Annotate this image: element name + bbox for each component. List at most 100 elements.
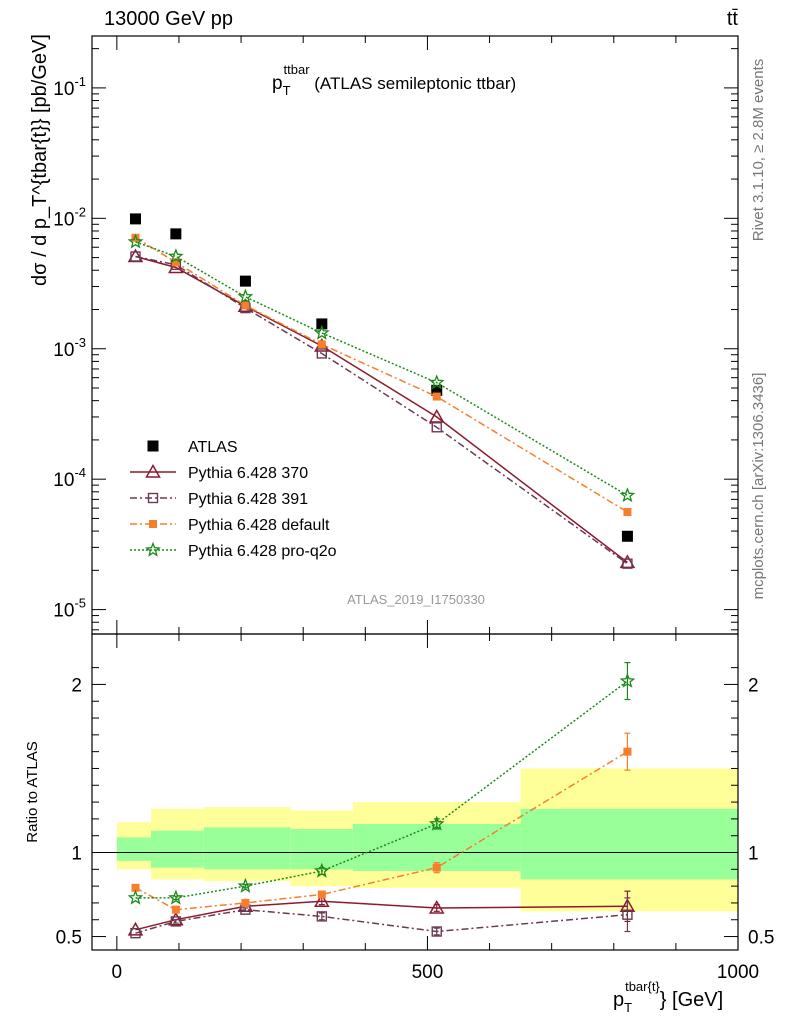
watermark: ATLAS_2019_I1750330 [347,592,485,607]
main-point-2-4 [431,422,442,433]
main-ytick-label-2: 10-3 [53,335,86,361]
main-point-2-3 [316,348,328,359]
ytick-base-1: 10 [53,470,74,491]
main-point-1-4 [428,408,445,423]
main-ylabel: dσ / d p_T^{tbar{t}} [pb/GeV] [29,34,51,286]
main-point-0-1 [170,228,182,240]
ratio-series-3 [127,661,636,905]
main-series-0 [129,213,633,542]
ytick-exp-1: -4 [74,465,86,480]
ratio-ytick-label-r-1: 1 [748,844,759,865]
main-point-1-5 [619,554,636,569]
main-point-3-1 [171,258,180,267]
header-left: 13000 GeV pp [104,8,233,30]
rivet-label: Rivet 3.1.10, ≥ 2.8M events [750,59,767,242]
main-point-0-5 [621,530,633,542]
ratio-bands [116,768,738,912]
main-ytick-label-1: 10-4 [53,465,86,491]
ratio-point-3-2 [237,877,254,893]
ytick-base-2: 10 [53,340,74,361]
title-sub: T [283,83,291,98]
main-point-2-5 [622,558,633,569]
ratio-series-1 [130,897,633,939]
ratio-line-1 [135,908,628,934]
main-point-3-2 [241,301,250,310]
main-point-3-4 [432,392,441,401]
ratio-series-2 [131,732,632,914]
mcplots-label: mcplots.cern.ch [arXiv:1306.3436] [750,373,767,600]
title-p: p [272,73,283,94]
main-point-2-0 [130,251,141,262]
ytick-base-4: 10 [53,79,74,100]
main-point-4-4 [428,374,445,390]
ratio-series [127,661,636,939]
ytick-exp-4: -1 [74,74,86,89]
ratio-point-2-2 [241,898,250,907]
ratio-ylabel: Ratio to ATLAS [24,741,41,842]
main-line-2 [135,255,628,565]
main-point-0-0 [129,213,141,225]
ratio-point-0-4 [428,899,445,914]
main-point-3-3 [317,340,326,349]
main-point-4-3 [313,324,330,340]
main-line-3 [135,237,628,513]
main-series-2 [130,251,633,569]
ratio-ytick-label-l-0: 0.5 [56,928,82,949]
ratio-point-2-1 [171,905,180,914]
legend-item-0: ATLAS [147,439,238,456]
xlabel-p: p [613,989,624,1011]
main-series-4 [127,233,636,503]
main-axis-ticks: 10-510-410-310-210-1 [53,36,739,634]
main-point-0-3 [316,318,328,330]
ratio-line-0 [135,900,628,931]
ratio-point-2-0 [131,883,140,892]
band-stat-0 [116,837,152,861]
main-point-0-2 [239,275,251,287]
chart-title: pTttbar (ATLAS semileptonic ttbar) [272,62,516,98]
band-stat-1 [151,830,204,868]
ratio-xtick-label-2: 1000 [717,962,759,983]
legend-marker-2 [147,492,159,504]
ytick-exp-3: -2 [74,204,86,219]
legend-label-3: Pythia 6.428 default [188,517,330,534]
ratio-point-0-1 [168,911,184,926]
main-line-4 [135,241,628,497]
ratio-point-2-3 [317,890,326,899]
ratio-ytick-label-r-0: 0.5 [748,928,774,949]
main-point-0-4 [431,384,443,396]
legend-marker-4 [145,541,161,557]
legend-label-4: Pythia 6.428 pro-q2o [188,543,337,560]
main-ytick-label-4: 10-1 [53,74,86,100]
legend-marker-3 [149,520,157,528]
ratio-ytick-label-l-2: 2 [71,675,82,696]
ratio-point-2-4 [432,863,441,872]
legend-marker-0 [147,440,159,452]
xlabel-rest: } [GeV] [660,989,723,1011]
band-stat-5 [520,808,738,880]
title-rest: (ATLAS semileptonic ttbar) [310,74,517,93]
main-line-1 [135,255,628,563]
ratio-point-0-3 [314,893,330,908]
legend-label-0: ATLAS [188,439,238,456]
legend-marker-1 [145,463,161,478]
ratio-point-1-5 [622,909,633,920]
ratio-point-3-0 [127,889,144,905]
xlabel-sub: T [624,1000,632,1015]
ratio-ytick-label-l-1: 1 [71,844,82,865]
ytick-base-3: 10 [53,209,74,230]
ratio-point-2-5 [623,747,632,756]
ratio-line-2 [135,751,628,911]
xlabel-sup: tbar{t} [625,979,660,994]
legend-label-2: Pythia 6.428 391 [188,491,308,508]
main-point-3-0 [131,233,140,242]
ratio-line-3 [135,680,628,899]
main-point-4-2 [237,288,254,304]
ratio-point-1-1 [170,916,182,927]
legend-item-1: Pythia 6.428 370 [130,463,308,482]
main-point-4-1 [167,248,184,264]
main-ytick-label-3: 10-2 [53,204,86,230]
ratio-ytick-label-r-2: 2 [748,675,759,696]
ratio-point-1-4 [431,926,442,937]
ratio-point-3-5 [619,672,636,688]
